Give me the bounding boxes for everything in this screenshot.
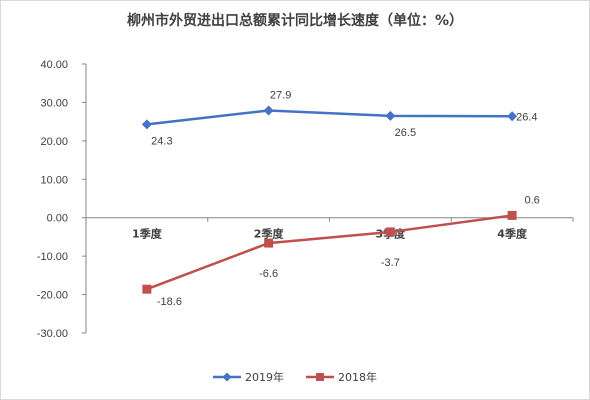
data-point xyxy=(385,110,396,121)
data-point xyxy=(263,105,274,116)
y-tick-label: -20.00 xyxy=(37,290,68,302)
data-point xyxy=(507,111,518,122)
legend-label-2018: 2018年 xyxy=(338,371,377,384)
legend-label-2019: 2019年 xyxy=(245,371,284,384)
data-label: 24.3 xyxy=(151,135,172,147)
data-label: 27.9 xyxy=(270,89,291,101)
legend-swatch-2019 xyxy=(213,372,241,382)
y-tick-label: 40.00 xyxy=(40,59,68,71)
series-line-1 xyxy=(146,214,513,291)
data-label: 26.5 xyxy=(395,127,416,139)
chart-title: 柳州市外贸进出口总额累计同比增长速度（单位：%） xyxy=(126,13,464,29)
data-label: 26.4 xyxy=(516,111,537,123)
legend-item-2018: 2018年 xyxy=(306,369,377,385)
data-label: -18.6 xyxy=(157,296,182,308)
y-tick-label: 20.00 xyxy=(40,136,68,148)
data-label: -6.6 xyxy=(259,268,278,280)
data-label: 0.6 xyxy=(524,194,539,206)
data-point xyxy=(141,119,152,130)
data-point xyxy=(264,238,274,248)
y-tick-label: -30.00 xyxy=(37,328,68,340)
series-line-0 xyxy=(146,109,513,126)
y-tick-label: 0.00 xyxy=(47,213,68,225)
legend: 2019年 2018年 xyxy=(0,369,590,385)
data-point xyxy=(507,210,517,220)
category-label: 2季度 xyxy=(254,227,285,241)
data-label: -3.7 xyxy=(381,257,400,269)
y-tick-label: 30.00 xyxy=(40,97,68,109)
legend-item-2019: 2019年 xyxy=(213,369,284,385)
data-point xyxy=(385,227,395,237)
y-tick-label: 10.00 xyxy=(40,174,68,186)
data-point xyxy=(142,284,152,294)
category-label: 1季度 xyxy=(132,227,163,241)
legend-swatch-2018 xyxy=(306,373,334,381)
y-tick-label: -10.00 xyxy=(37,251,68,263)
category-label: 4季度 xyxy=(497,227,528,241)
